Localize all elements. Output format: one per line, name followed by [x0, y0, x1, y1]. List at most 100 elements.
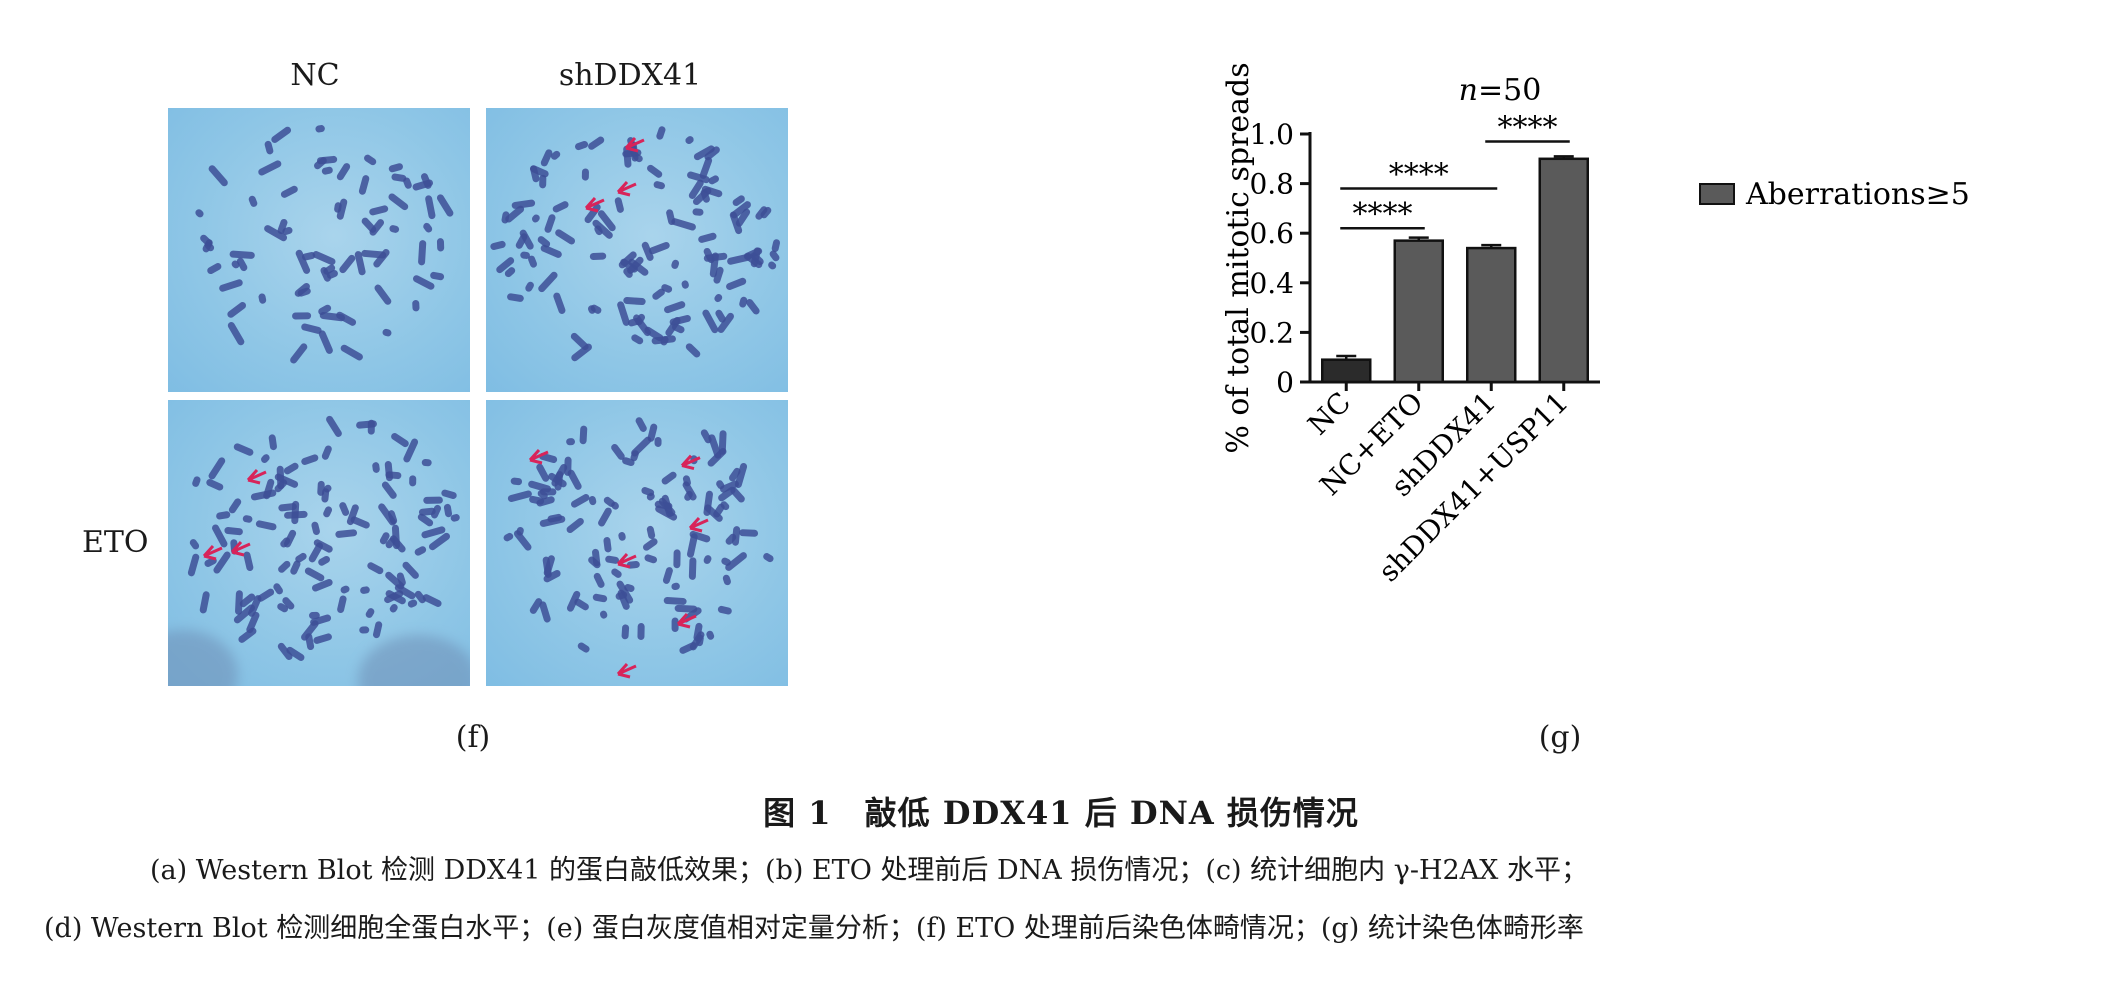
- chromosome: [443, 503, 453, 518]
- chromosome: [189, 539, 200, 550]
- chromosome: [317, 480, 325, 496]
- chromosome: [642, 538, 658, 551]
- bar: [1538, 157, 1589, 384]
- chromosome: [385, 471, 402, 480]
- chromosome: [235, 590, 243, 615]
- chromosome: [655, 505, 678, 521]
- chromosome: [717, 605, 732, 615]
- chromosome: [554, 471, 564, 491]
- chromosome: [208, 165, 228, 187]
- chromosome: [297, 287, 311, 297]
- chromosome: [520, 251, 530, 259]
- significance-brackets: **** **** ****: [1340, 110, 1570, 232]
- chromosome: [570, 332, 589, 351]
- chromosome: [301, 323, 322, 334]
- chromosome: [412, 299, 420, 312]
- chromosome: [238, 627, 257, 643]
- chromosome: [511, 199, 536, 209]
- chromosome: [540, 244, 562, 258]
- chromosome: [717, 312, 734, 333]
- chromosome: [336, 311, 357, 326]
- chromosome: [346, 504, 359, 526]
- chromosome: [687, 533, 698, 558]
- chromosome: [597, 210, 616, 232]
- legend-swatch: [1699, 183, 1735, 205]
- chromosome: [258, 160, 282, 176]
- chromosome: [192, 476, 201, 487]
- chromosome: [529, 495, 545, 505]
- chromosome: [420, 173, 432, 189]
- chromosome: [374, 284, 392, 305]
- chromosome: [243, 551, 254, 572]
- chromosome: [652, 288, 665, 300]
- chromosome: [200, 234, 213, 247]
- chromosome: [603, 537, 612, 553]
- chromosome: [318, 330, 333, 354]
- chromosome: [277, 642, 293, 660]
- chromosome: [391, 524, 400, 550]
- micrograph-shddx41-eto: [486, 400, 788, 686]
- chromosome: [587, 305, 596, 314]
- chromosome: [313, 633, 332, 644]
- chromosome: [598, 507, 612, 527]
- chromosome: [592, 593, 608, 603]
- chromosome: [702, 309, 719, 334]
- chromosome: [760, 206, 772, 219]
- chromosome: [731, 526, 741, 546]
- y-tick-label: 0.6: [1249, 217, 1294, 250]
- chromosome: [388, 193, 409, 211]
- chromosome: [271, 126, 292, 143]
- chromosome: [441, 489, 457, 499]
- chromosome: [423, 496, 443, 504]
- chromosome: [671, 582, 680, 591]
- chromosome: [621, 624, 630, 640]
- chromosome: [283, 462, 299, 475]
- chromosome: [391, 433, 409, 448]
- chromosome: [688, 557, 697, 580]
- chromosome: [264, 225, 288, 242]
- chromosome: [575, 140, 589, 151]
- chromosome: [385, 571, 405, 590]
- chromosome: [213, 551, 231, 574]
- chromosome: [379, 532, 390, 545]
- chromosome: [529, 598, 543, 614]
- chromosome: [653, 181, 665, 190]
- chromosome: [611, 568, 622, 578]
- chromosome: [513, 530, 532, 551]
- chromosome: [280, 185, 298, 198]
- chromosome: [305, 633, 315, 651]
- chromosome: [658, 497, 676, 517]
- legend-label: Aberrations≥5: [1745, 177, 1970, 212]
- chromosome: [233, 443, 254, 456]
- chromosome: [239, 593, 256, 608]
- chromosome: [539, 174, 547, 189]
- x-tick-label: NC: [1301, 386, 1357, 442]
- chromosome: [628, 317, 641, 327]
- chromosome: [692, 187, 712, 206]
- chromosome: [681, 280, 689, 289]
- chromosome: [257, 588, 275, 602]
- chromosome: [550, 150, 561, 160]
- bar: [1466, 246, 1517, 384]
- micrograph-shddx41: [486, 108, 788, 392]
- chromosome: [295, 249, 311, 274]
- chromosome: [647, 164, 663, 178]
- y-tick-label: 0.4: [1249, 267, 1294, 300]
- chromosome: [421, 459, 432, 467]
- chromosome: [423, 222, 433, 233]
- chromosome: [372, 462, 380, 473]
- chromosome: [402, 561, 419, 579]
- chromosome: [407, 599, 418, 608]
- chromosome: [350, 516, 370, 529]
- chromosome: [594, 225, 603, 236]
- chromosome: [537, 490, 548, 500]
- chromosome: [714, 294, 723, 303]
- chromosome: [321, 166, 333, 175]
- chromosome: [771, 239, 781, 253]
- chromosome: [519, 229, 534, 250]
- chromosome: [387, 510, 398, 525]
- chromosome: [564, 456, 572, 476]
- chromosome: [340, 585, 350, 594]
- chromosome: [660, 336, 669, 346]
- chromosome: [413, 275, 435, 290]
